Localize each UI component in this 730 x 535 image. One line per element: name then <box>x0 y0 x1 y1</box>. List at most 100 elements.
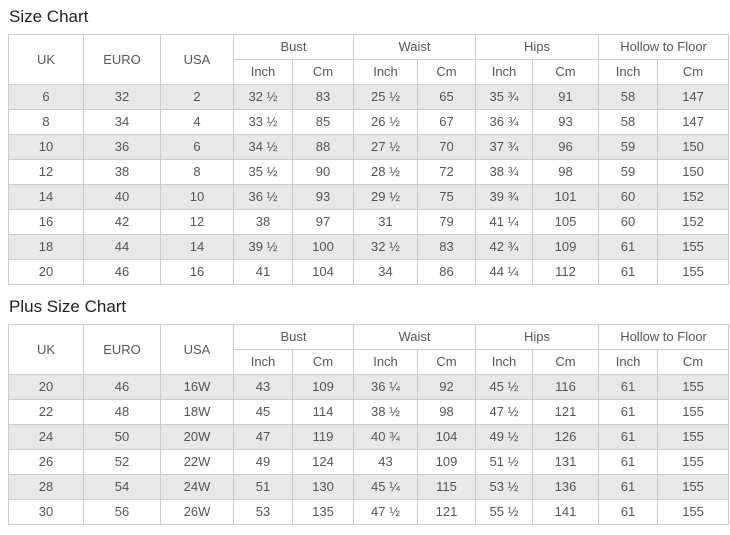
table-cell: 150 <box>657 134 730 160</box>
table-cell: 49 ½ <box>475 424 534 450</box>
plus-size-chart-section: Plus Size Chart UK EURO USA Bust Waist H… <box>8 297 730 525</box>
table-cell: 38 ½ <box>353 399 419 425</box>
table-cell: 116 <box>532 374 600 400</box>
table-cell: 28 <box>8 474 84 500</box>
col-header-waist-inch: Inch <box>353 59 419 85</box>
table-cell: 136 <box>532 474 600 500</box>
table-cell: 33 ½ <box>233 109 293 135</box>
col-header-hollow-inch: Inch <box>598 59 659 85</box>
table-row: 26 52 22W 49 124 43 109 51 ½ 131 61 155 <box>8 449 730 475</box>
table-cell: 8 <box>8 109 84 135</box>
table-cell: 92 <box>417 374 477 400</box>
table-cell: 39 ½ <box>233 234 293 260</box>
header-group-row: UK EURO USA Bust Waist Hips Hollow to Fl… <box>8 34 730 85</box>
table-cell: 58 <box>598 84 659 110</box>
size-chart-header: UK EURO USA Bust Waist Hips Hollow to Fl… <box>8 34 730 85</box>
table-cell: 109 <box>291 374 355 400</box>
table-cell: 130 <box>291 474 355 500</box>
table-cell: 38 ¾ <box>475 159 534 185</box>
table-cell: 47 <box>233 424 293 450</box>
table-cell: 85 <box>291 109 355 135</box>
table-cell: 53 ½ <box>475 474 534 500</box>
table-cell: 8 <box>160 159 234 185</box>
table-cell: 12 <box>8 159 84 185</box>
col-header-uk: UK <box>8 34 84 85</box>
table-cell: 70 <box>417 134 477 160</box>
table-cell: 155 <box>657 424 730 450</box>
table-row: 10 36 6 34 ½ 88 27 ½ 70 37 ¾ 96 59 150 <box>8 134 730 160</box>
table-cell: 10 <box>8 134 84 160</box>
table-cell: 131 <box>532 449 600 475</box>
col-header-hips-cm: Cm <box>532 349 600 375</box>
col-group-bust: Bust <box>232 34 355 60</box>
table-cell: 32 ½ <box>353 234 419 260</box>
table-cell: 16W <box>160 374 234 400</box>
table-cell: 42 ¾ <box>475 234 534 260</box>
table-row: 24 50 20W 47 119 40 ¾ 104 49 ½ 126 61 155 <box>8 424 730 450</box>
table-cell: 90 <box>291 159 355 185</box>
table-cell: 58 <box>598 109 659 135</box>
table-cell: 155 <box>657 399 730 425</box>
table-cell: 10 <box>160 184 234 210</box>
table-row: 18 44 14 39 ½ 100 32 ½ 83 42 ¾ 109 61 155 <box>8 234 730 260</box>
col-header-hollow-cm: Cm <box>657 59 730 85</box>
table-cell: 155 <box>657 374 730 400</box>
table-cell: 98 <box>417 399 477 425</box>
table-cell: 75 <box>417 184 477 210</box>
table-cell: 101 <box>532 184 600 210</box>
table-cell: 38 <box>233 209 293 235</box>
table-cell: 27 ½ <box>353 134 419 160</box>
table-cell: 115 <box>417 474 477 500</box>
table-row: 8 34 4 33 ½ 85 26 ½ 67 36 ¾ 93 58 147 <box>8 109 730 135</box>
table-cell: 61 <box>598 499 659 525</box>
table-cell: 18W <box>160 399 234 425</box>
table-cell: 38 <box>83 159 161 185</box>
col-group-waist: Waist <box>353 34 477 60</box>
table-cell: 109 <box>417 449 477 475</box>
table-cell: 60 <box>598 209 659 235</box>
table-cell: 135 <box>291 499 355 525</box>
table-cell: 39 ¾ <box>475 184 534 210</box>
col-header-hips-inch: Inch <box>475 349 534 375</box>
size-chart-title: Size Chart <box>9 7 89 26</box>
table-cell: 105 <box>532 209 600 235</box>
table-cell: 93 <box>532 109 600 135</box>
col-group-waist: Waist <box>353 324 477 350</box>
table-cell: 56 <box>83 499 161 525</box>
table-cell: 91 <box>532 84 600 110</box>
col-header-hips-inch: Inch <box>475 59 534 85</box>
table-cell: 155 <box>657 259 730 285</box>
col-header-bust-cm: Cm <box>291 349 355 375</box>
table-cell: 96 <box>532 134 600 160</box>
table-row: 6 32 2 32 ½ 83 25 ½ 65 35 ¾ 91 58 147 <box>8 84 730 110</box>
table-cell: 2 <box>160 84 234 110</box>
table-row: 20 46 16W 43 109 36 ¼ 92 45 ½ 116 61 155 <box>8 374 730 400</box>
col-header-bust-inch: Inch <box>233 59 293 85</box>
table-cell: 104 <box>417 424 477 450</box>
plus-size-chart-title: Plus Size Chart <box>9 297 127 316</box>
table-cell: 147 <box>657 84 730 110</box>
table-cell: 16 <box>8 209 84 235</box>
table-cell: 147 <box>657 109 730 135</box>
table-cell: 83 <box>291 84 355 110</box>
size-chart-table: UK EURO USA Bust Waist Hips Hollow to Fl… <box>8 34 730 285</box>
table-cell: 34 ½ <box>233 134 293 160</box>
table-cell: 47 ½ <box>475 399 534 425</box>
table-cell: 20 <box>8 259 84 285</box>
col-group-hollow-to-floor: Hollow to Floor <box>598 34 730 60</box>
table-cell: 36 <box>83 134 161 160</box>
table-cell: 83 <box>417 234 477 260</box>
table-cell: 43 <box>233 374 293 400</box>
table-cell: 6 <box>160 134 234 160</box>
table-cell: 126 <box>532 424 600 450</box>
col-header-usa: USA <box>160 324 234 375</box>
col-header-bust-inch: Inch <box>233 349 293 375</box>
table-cell: 155 <box>657 449 730 475</box>
table-cell: 36 ¼ <box>353 374 419 400</box>
table-cell: 47 ½ <box>353 499 419 525</box>
table-cell: 14 <box>160 234 234 260</box>
table-cell: 34 <box>83 109 161 135</box>
size-chart-section: Size Chart UK EURO USA Bust Waist Hips H… <box>8 7 730 285</box>
plus-size-chart-header: UK EURO USA Bust Waist Hips Hollow to Fl… <box>8 324 730 375</box>
table-cell: 152 <box>657 184 730 210</box>
